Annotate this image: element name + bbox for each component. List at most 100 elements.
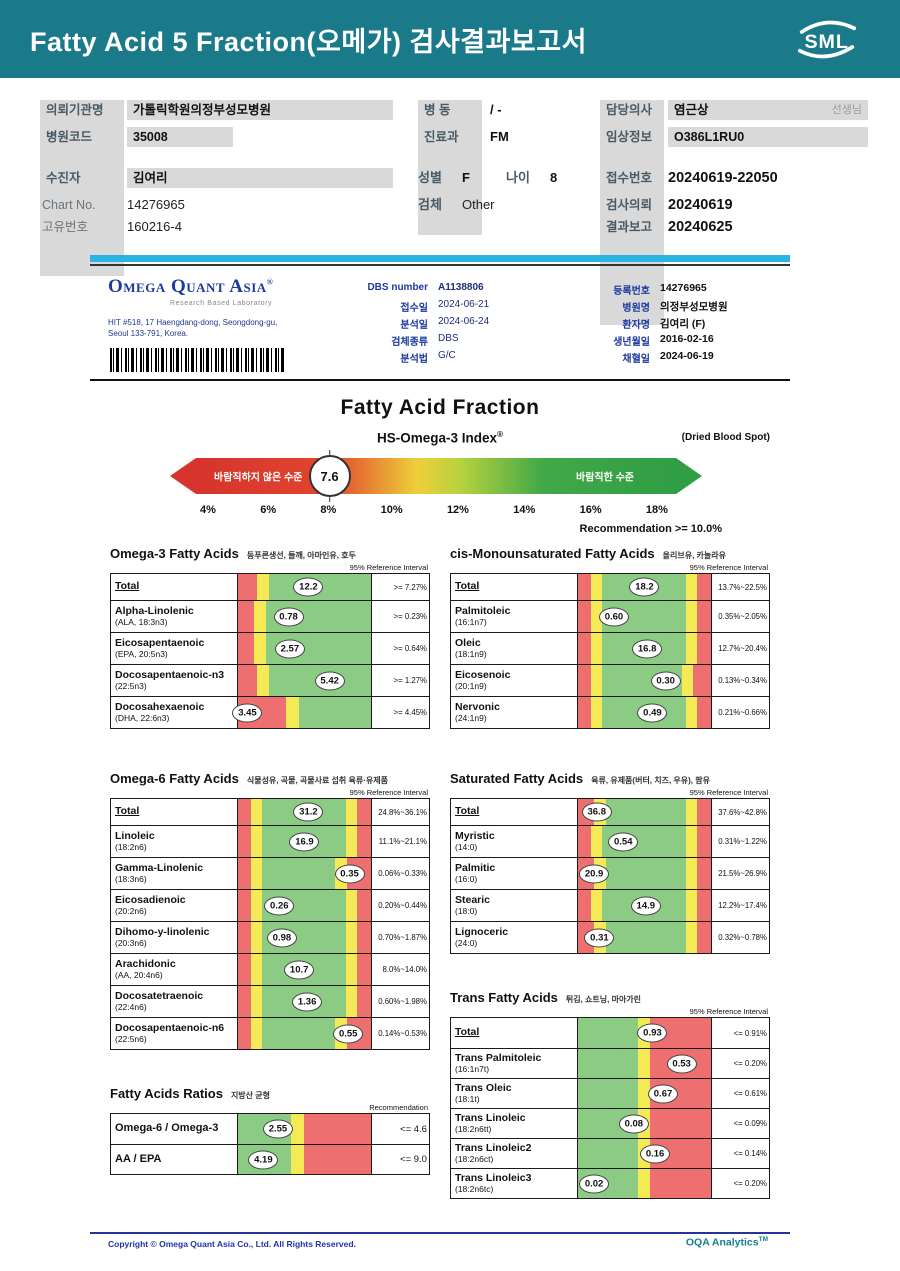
table-row: Total 31.2 24.8%~36.1%	[111, 799, 429, 825]
result-bar: 12.2	[238, 574, 372, 600]
acid-name: Gamma-Linolenic	[115, 862, 204, 874]
bar-segment	[685, 633, 698, 664]
reference-header: 95% Reference Interval	[689, 563, 768, 572]
method-label: 분석법	[400, 354, 428, 365]
result-bar: 0.08	[578, 1109, 712, 1138]
acid-name: Oleic	[455, 637, 481, 649]
omega3-table: Total 12.2 >= 7.27% Alpha-Linolenic (ALA, 18…	[110, 573, 430, 729]
table-subtitle: 올리브유, 카놀라유	[662, 551, 726, 560]
result-bar: 0.02	[578, 1169, 712, 1198]
chart-no-value: 14276965	[127, 197, 185, 212]
reference-value: 0.70%~1.87%	[371, 922, 429, 953]
bar-segment	[578, 890, 592, 921]
trans-table: Total 0.93 <= 0.91% Trans Palmitoleic (16:1n…	[450, 1017, 770, 1199]
doctor-value: 염근상 선생님	[668, 100, 868, 120]
right-column: cis-Monounsaturated Fatty Acids 올리브유, 카놀라…	[450, 546, 770, 1199]
acid-code: (18:0)	[455, 905, 478, 916]
bar-segment	[578, 697, 592, 728]
table-title: Omega-6 Fatty Acids	[110, 771, 239, 786]
brand-text: OQA Analytics	[685, 1236, 759, 1249]
dept-label: 진료과	[418, 127, 482, 235]
patient-label: 환자명	[622, 320, 650, 331]
acid-name-cell: Trans Linoleic2 (18:2n6ct)	[451, 1139, 579, 1168]
bar-segment	[254, 601, 266, 632]
bar-segment	[578, 665, 592, 696]
bar-segment	[357, 922, 371, 953]
bar-segment	[591, 633, 603, 664]
bar-segment	[697, 697, 711, 728]
reference-value: <= 0.91%	[711, 1018, 769, 1048]
bar-segment	[681, 665, 694, 696]
method-value: G/C	[438, 350, 456, 361]
acid-name: Total	[115, 805, 140, 818]
acid-code: (18:2n6tc)	[455, 1183, 494, 1194]
acid-name: Total	[115, 580, 140, 593]
result-bar: 0.78	[238, 601, 372, 632]
table-title: Trans Fatty Acids	[450, 990, 558, 1005]
table-title: Saturated Fatty Acids	[450, 771, 584, 786]
reference-value: 12.2%~17.4%	[711, 890, 769, 921]
result-value-circle: 2.57	[274, 639, 305, 658]
bar-segment	[238, 574, 257, 600]
bar-segment	[238, 922, 252, 953]
uid-label: 고유번호	[42, 220, 89, 234]
age-value: 8	[550, 170, 558, 185]
result-bar: 0.60	[578, 601, 712, 632]
acid-code: (22:5n6)	[115, 1033, 147, 1044]
result-bar: 0.54	[578, 826, 712, 857]
table-subtitle: 튀김, 쇼트닝, 마아가린	[565, 995, 642, 1004]
age-label: 나이	[506, 170, 530, 185]
bar-segment	[697, 633, 711, 664]
bar-segment	[697, 574, 711, 600]
recommendation-label: Recommendation >= 10.0%	[579, 523, 722, 535]
result-value-circle: 36.8	[581, 802, 612, 822]
index-title: HS-Omega-3 Index®	[90, 430, 790, 446]
divider-thin	[90, 264, 790, 266]
bar-segment	[685, 574, 698, 600]
bar-segment	[685, 922, 698, 953]
trans-table-block: Trans Fatty Acids 튀김, 쇼트닝, 마아가린 95% Refere…	[450, 990, 770, 1199]
table-row: Docosapentaenoic-n3 (22:5n3) 5.42 >= 1.27%	[111, 664, 429, 696]
result-bar: 1.36	[238, 986, 372, 1017]
reference-value: 0.20%~0.44%	[371, 890, 429, 921]
ward-value: / -	[490, 102, 502, 117]
specimen-type-value: DBS	[438, 333, 459, 344]
reference-value: 0.21%~0.66%	[711, 697, 769, 728]
table-row: Trans Linoleic3 (18:2n6tc) 0.02 <= 0.20%	[451, 1168, 769, 1198]
bar-segment	[357, 799, 371, 825]
bar-segment	[251, 799, 263, 825]
acid-code: (22:4n6)	[115, 1001, 147, 1012]
omega3-table-block: Omega-3 Fatty Acids 등푸른생선, 들깨, 아마인유, 호두 95…	[110, 546, 430, 729]
bar-segment	[357, 986, 371, 1017]
table-row: Lignoceric (24:0) 0.31 0.32%~0.78%	[451, 921, 769, 953]
bar-segment	[578, 1018, 638, 1048]
result-value-circle: 0.02	[579, 1174, 610, 1193]
acid-name-cell: Total	[451, 574, 579, 600]
bar-segment	[238, 826, 252, 857]
bar-segment	[262, 1018, 335, 1049]
reference-value: 0.31%~1.22%	[711, 826, 769, 857]
acid-code: (AA, 20:4n6)	[115, 969, 163, 980]
acid-code: (14:0)	[455, 841, 478, 852]
lab-info-section: Omega Quant Asia® Research Based Laborat…	[108, 272, 808, 380]
table-row: Trans Linoleic2 (18:2n6ct) 0.16 <= 0.14%	[451, 1138, 769, 1168]
bar-segment	[238, 665, 257, 696]
reference-header: 95% Reference Interval	[349, 788, 428, 797]
bar-segment	[238, 1018, 252, 1049]
result-value-circle: 0.60	[598, 607, 629, 626]
sex-value: F	[462, 170, 470, 185]
acid-name-cell: Docosatetraenoic (22:4n6)	[111, 986, 239, 1017]
bar-segment	[591, 574, 603, 600]
patient-name-value: 김여리	[127, 168, 393, 188]
result-value-circle: 18.2	[629, 577, 660, 597]
result-value-circle: 3.45	[232, 703, 263, 722]
bar-segment	[345, 922, 358, 953]
reference-value: 0.14%~0.53%	[371, 1018, 429, 1049]
acid-code: (18:2n6tt)	[455, 1123, 492, 1134]
footer-divider	[90, 1232, 790, 1234]
bar-segment	[238, 858, 252, 889]
bar-segment	[697, 601, 711, 632]
index-registered-mark: ®	[497, 430, 503, 439]
result-value-circle: 0.08	[618, 1114, 649, 1133]
